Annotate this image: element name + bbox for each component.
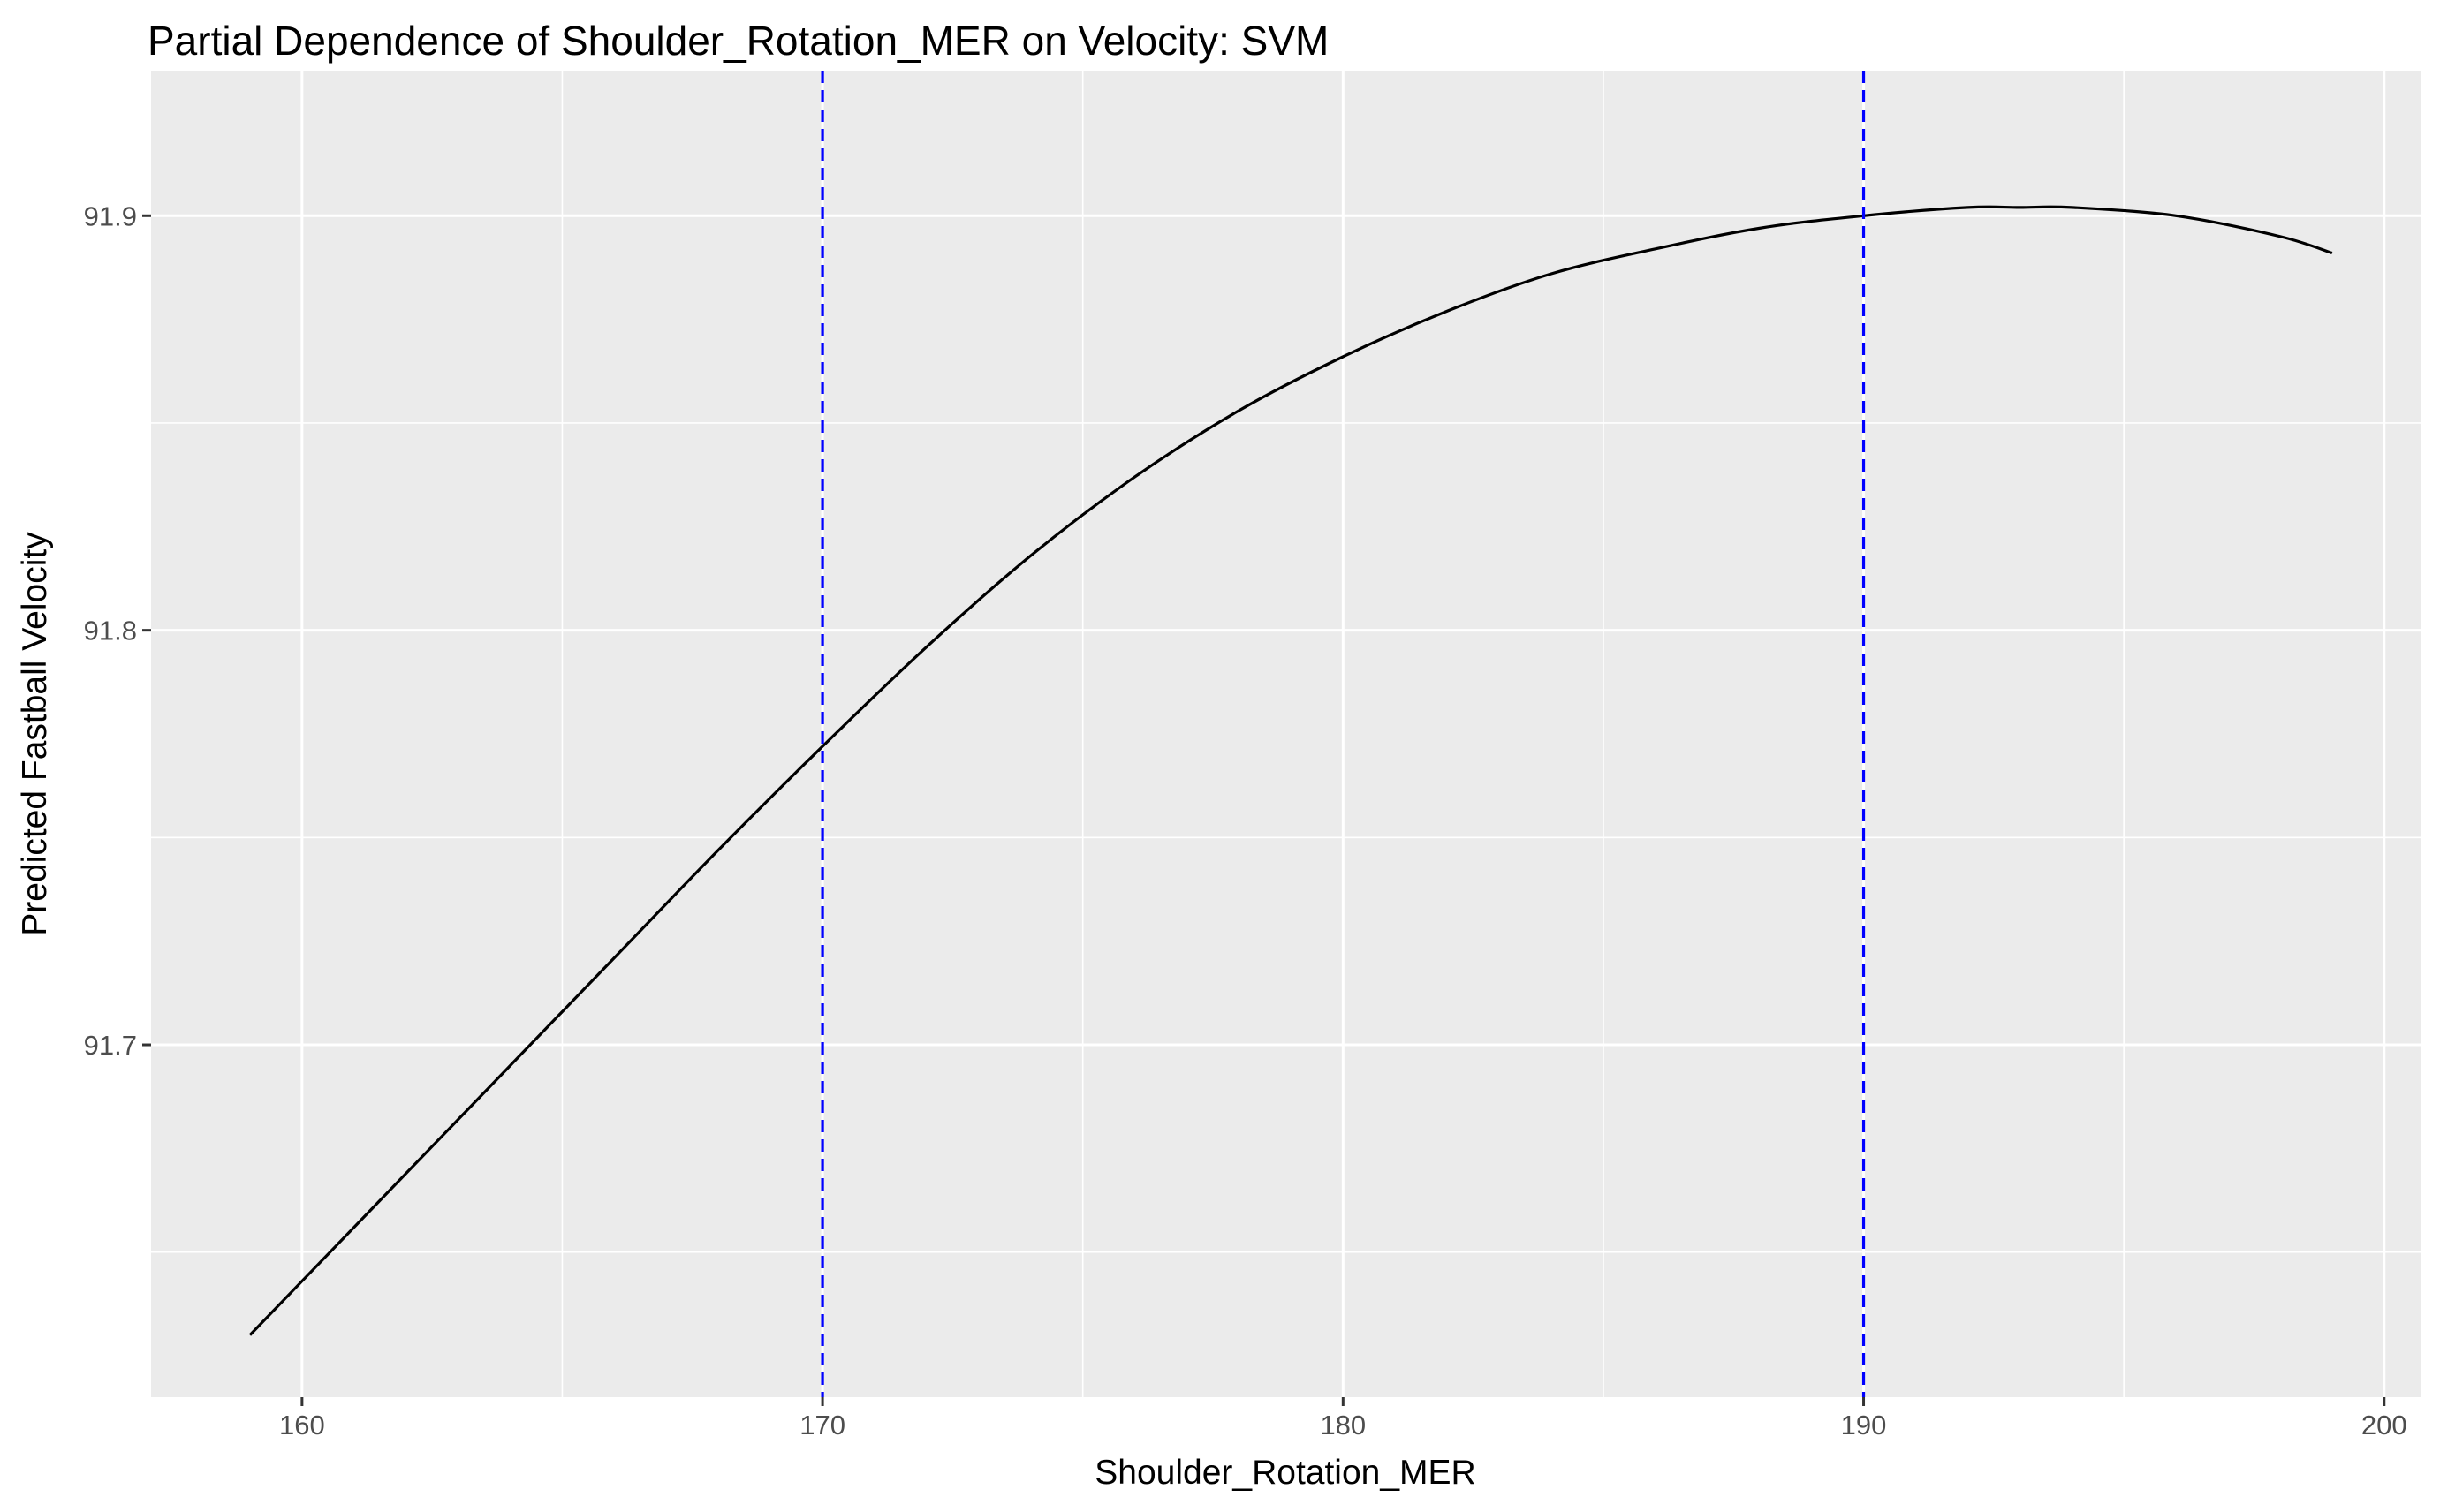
chart-title: Partial Dependence of Shoulder_Rotation_… [148,18,1329,64]
x-axis: 160 170 180 190 200 [279,1397,2407,1440]
y-axis-title: Predicted Fastball Velocity [16,532,54,936]
x-tick-label: 170 [799,1410,845,1440]
y-tick-label: 91.7 [84,1030,137,1061]
plot-panel [151,71,2421,1397]
minor-gridlines [151,71,2421,1397]
x-tick-label: 180 [1320,1410,1366,1440]
y-axis: 91.7 91.8 91.9 [84,200,151,1061]
x-tick-label: 200 [2361,1410,2407,1440]
series-line [248,205,2333,1336]
x-axis-title: Shoulder_Rotation_MER [1095,1454,1475,1492]
series-layer [248,205,2333,1336]
y-tick-label: 91.8 [84,616,137,646]
reference-lines [821,71,1866,1397]
x-tick-label: 190 [1841,1410,1887,1440]
x-tick-label: 160 [279,1410,325,1440]
y-tick-label: 91.9 [84,200,137,231]
